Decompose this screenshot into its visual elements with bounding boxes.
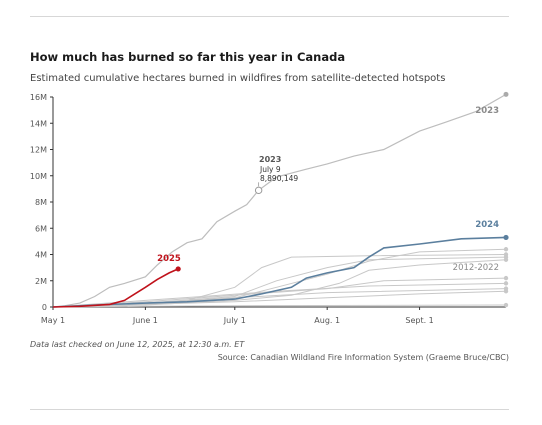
annotation-value: 8,890,149 — [260, 174, 298, 183]
series-end-dot-2012-2022 — [503, 289, 509, 294]
series-line-2012-2022 — [52, 304, 507, 308]
y-tick-label: 4M — [35, 251, 47, 260]
series-end-dot-2012-2022 — [503, 275, 509, 281]
chart-subtitle: Estimated cumulative hectares burned in … — [30, 73, 446, 84]
series-end-dot-2012-2022 — [503, 302, 509, 308]
series-label-2012-2022: 2012-2022 — [453, 263, 499, 273]
y-tick-label: 10M — [30, 172, 47, 181]
bottom-divider — [30, 409, 509, 410]
x-tick-label: Aug. 1 — [314, 316, 340, 325]
series-end-dot-2024 — [503, 234, 509, 241]
series-line-2025 — [52, 268, 179, 308]
series-label-2025: 2025 — [157, 254, 181, 264]
top-divider — [30, 16, 509, 17]
series-end-dot-2012-2022 — [503, 257, 509, 262]
series-label-2024: 2024 — [475, 220, 499, 230]
x-tick-label: Sept. 1 — [405, 316, 433, 325]
series-line-2012-2022 — [52, 290, 507, 308]
source-credit: Source: Canadian Wildland Fire Informati… — [217, 353, 509, 362]
y-tick-label: 0 — [42, 303, 47, 312]
annotation-year: 2023 — [259, 155, 281, 164]
x-tick-label: July 1 — [223, 316, 246, 325]
series-line-2012-2022 — [52, 282, 507, 308]
y-tick-label: 14M — [30, 119, 47, 128]
series-line-2012-2022 — [52, 254, 507, 308]
y-tick-label: 12M — [30, 146, 47, 155]
series-line-2012-2022 — [52, 277, 507, 308]
annotation-marker-2023 — [254, 186, 263, 195]
x-tick-label: June 1 — [132, 316, 158, 325]
annotation-date: July 9 — [259, 165, 281, 174]
series-line-2024 — [52, 236, 507, 308]
series-label-2023: 2023 — [475, 106, 499, 116]
series-end-dot-2023 — [503, 91, 509, 97]
x-tick-label: May 1 — [41, 316, 65, 325]
y-tick-label: 2M — [35, 277, 47, 286]
y-tick-label: 6M — [35, 224, 47, 233]
chart-title: How much has burned so far this year in … — [30, 50, 346, 64]
series-end-dot-2012-2022 — [503, 281, 509, 286]
series-end-dot-2025 — [175, 266, 181, 272]
y-tick-label: 16M — [30, 93, 47, 102]
y-tick-label: 8M — [35, 198, 47, 207]
series-end-dot-2012-2022 — [503, 247, 509, 252]
data-checked-note: Data last checked on June 12, 2025, at 1… — [30, 340, 245, 349]
series-line-2023 — [52, 93, 507, 308]
